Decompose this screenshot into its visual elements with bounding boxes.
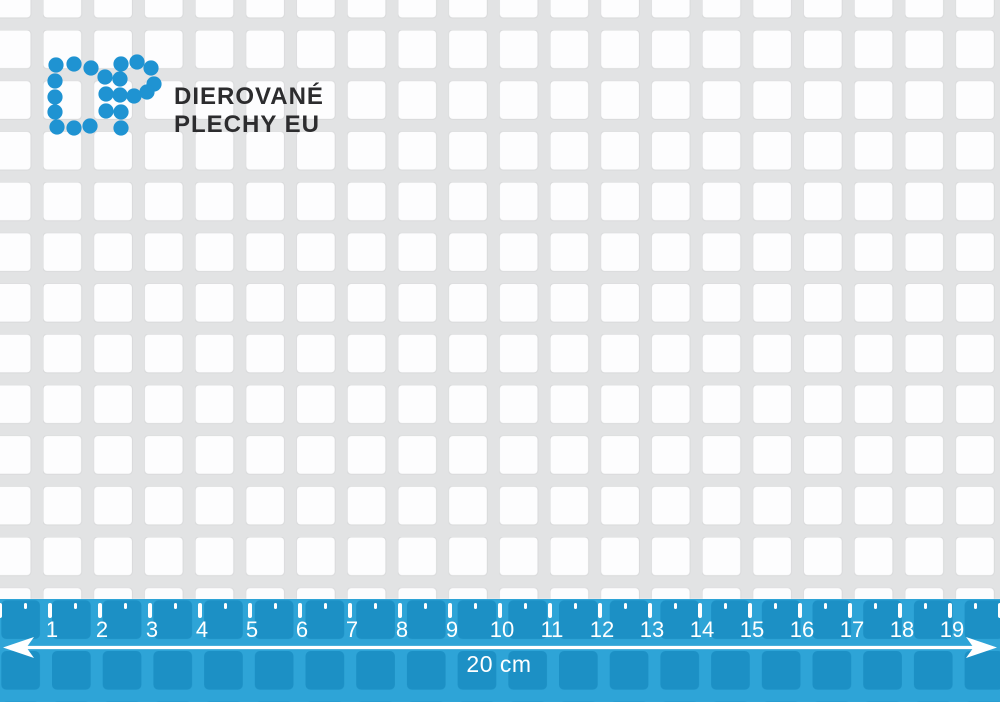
ruler-number: 11: [540, 617, 564, 642]
ruler-number: 1: [45, 617, 59, 642]
logo-dot: [47, 73, 63, 89]
logo-dot: [66, 56, 82, 72]
ruler-number: 12: [589, 617, 615, 642]
ruler-number: 9: [445, 617, 459, 642]
cm-tick: [348, 603, 352, 618]
half-cm-tick: [673, 603, 677, 609]
logo-dot: [83, 60, 99, 76]
ruler-number: 13: [639, 617, 665, 642]
cm-tick: [0, 603, 2, 618]
arrowhead-left: [3, 637, 34, 658]
ruler-number: 15: [739, 617, 765, 642]
half-cm-tick: [473, 603, 477, 609]
cm-tick: [198, 603, 202, 618]
logo-dot: [82, 118, 98, 134]
ruler-number: 3: [145, 617, 159, 642]
half-cm-tick: [923, 603, 927, 609]
cm-tick: [848, 603, 852, 618]
logo-dot: [48, 57, 64, 73]
arrowhead-right: [966, 637, 997, 658]
ruler-number: 17: [839, 617, 865, 642]
ruler-number: 8: [395, 617, 409, 642]
cm-tick: [798, 603, 802, 618]
cm-tick: [898, 603, 902, 618]
logo-dot: [113, 56, 129, 72]
half-cm-tick: [423, 603, 427, 609]
half-cm-tick: [373, 603, 377, 609]
cm-tick: [298, 603, 302, 618]
half-cm-tick: [123, 603, 127, 609]
half-cm-tick: [623, 603, 627, 609]
ruler-number: 18: [889, 617, 915, 642]
cm-tick: [448, 603, 452, 618]
measure-arrow: [3, 637, 997, 658]
half-cm-tick: [973, 603, 977, 609]
ruler-number: 6: [295, 617, 309, 642]
logo-dot: [113, 120, 129, 136]
half-cm-tick: [73, 603, 77, 609]
ruler-number: 19: [939, 617, 965, 642]
logo-dot: [98, 86, 114, 102]
brand-name-line1: DIEROVANÉ: [174, 83, 324, 110]
cm-tick: [948, 603, 952, 618]
cm-tick: [498, 603, 502, 618]
brand-name: DIEROVANÉ PLECHY EU: [174, 83, 324, 139]
half-cm-tick: [173, 603, 177, 609]
logo-dot: [126, 88, 142, 104]
ruler-number: 14: [689, 617, 715, 642]
half-cm-tick: [323, 603, 327, 609]
logo-dot: [113, 104, 129, 120]
cm-tick: [748, 603, 752, 618]
ruler: 1 2 3 4 5 6 7 8 9 10 11 12 13 14 15 16 17 18 19 20 cm: [0, 598, 1000, 702]
cm-tick: [98, 603, 102, 618]
cm-tick: [548, 603, 552, 618]
cm-tick: [598, 603, 602, 618]
half-cm-tick: [223, 603, 227, 609]
ruler-total-label: 20 cm: [466, 651, 532, 677]
brand-logo: DIEROVANÉ PLECHY EU: [0, 0, 340, 160]
logo-dot: [47, 104, 63, 120]
logo-dot: [66, 120, 82, 136]
logo-dot: [143, 60, 159, 76]
cm-tick: [398, 603, 402, 618]
ruler-number: 16: [789, 617, 815, 642]
half-cm-tick: [823, 603, 827, 609]
half-cm-tick: [23, 603, 27, 609]
cm-tick: [698, 603, 702, 618]
cm-tick: [648, 603, 652, 618]
cm-tick: [148, 603, 152, 618]
ruler-number: 5: [245, 617, 259, 642]
half-cm-tick: [773, 603, 777, 609]
cm-tick: [248, 603, 252, 618]
logo-dot: [112, 87, 128, 103]
half-cm-tick: [523, 603, 527, 609]
logo-dot: [129, 54, 145, 70]
half-cm-tick: [723, 603, 727, 609]
logo-dot: [139, 84, 155, 100]
ruler-number: 4: [195, 617, 209, 642]
logo-dot: [47, 89, 63, 105]
logo-dot: [98, 103, 114, 119]
ruler-number: 2: [95, 617, 109, 642]
cm-tick: [998, 603, 1000, 618]
brand-name-line2: PLECHY EU: [174, 111, 320, 138]
dp-dot-logo-icon: [47, 54, 162, 136]
half-cm-tick: [273, 603, 277, 609]
logo-dot: [97, 69, 113, 85]
logo-dot: [112, 71, 128, 87]
ruler-number: 10: [489, 617, 515, 642]
logo-dot: [49, 119, 65, 135]
cm-tick: [48, 603, 52, 618]
half-cm-tick: [873, 603, 877, 609]
half-cm-tick: [573, 603, 577, 609]
ruler-number: 7: [345, 617, 359, 642]
